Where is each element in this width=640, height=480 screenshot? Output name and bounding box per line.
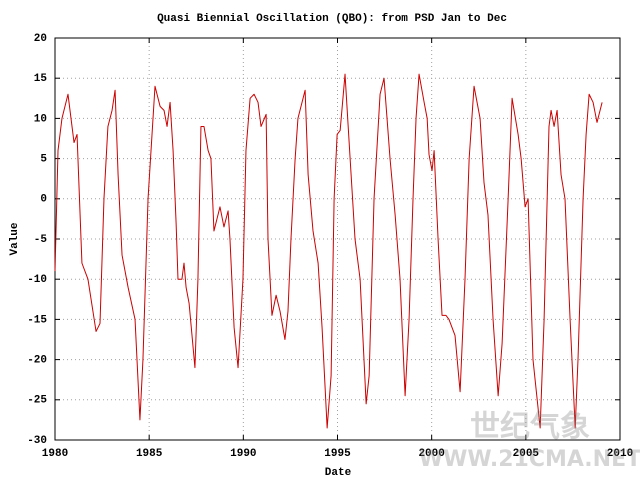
y-tick-label: -15 xyxy=(27,314,47,326)
watermark: 世纪气象 WWW.21CMA.NET xyxy=(419,410,640,473)
y-tick-label: 20 xyxy=(34,33,47,45)
x-tick-label: 1985 xyxy=(136,448,163,460)
watermark-url: WWW.21CMA.NET xyxy=(419,447,640,472)
chart-title: Quasi Biennial Oscillation (QBO): from P… xyxy=(157,13,507,25)
y-tick-label: 15 xyxy=(34,73,48,85)
x-tick-label: 1995 xyxy=(324,448,351,460)
watermark-name: 世纪气象 xyxy=(470,410,590,445)
x-tick-label: 2010 xyxy=(607,448,633,460)
y-axis-label: Value xyxy=(9,222,21,255)
x-tick-label: 1980 xyxy=(42,448,68,460)
x-tick-label: 2000 xyxy=(418,448,444,460)
y-tick-label: 0 xyxy=(40,194,47,206)
y-tick-label: 5 xyxy=(40,154,47,166)
y-tick-label: -10 xyxy=(27,274,47,286)
plot-frame xyxy=(54,37,621,441)
x-axis-label: Date xyxy=(325,467,352,479)
x-tick-label: 1990 xyxy=(230,448,256,460)
y-tick-label: -5 xyxy=(34,234,48,246)
y-tick-label: 10 xyxy=(34,113,47,125)
x-tick-label: 2005 xyxy=(513,448,540,460)
y-tick-label: -25 xyxy=(27,395,47,407)
y-tick-label: -30 xyxy=(27,435,47,447)
y-tick-label: -20 xyxy=(27,355,47,367)
data-line xyxy=(54,73,603,429)
